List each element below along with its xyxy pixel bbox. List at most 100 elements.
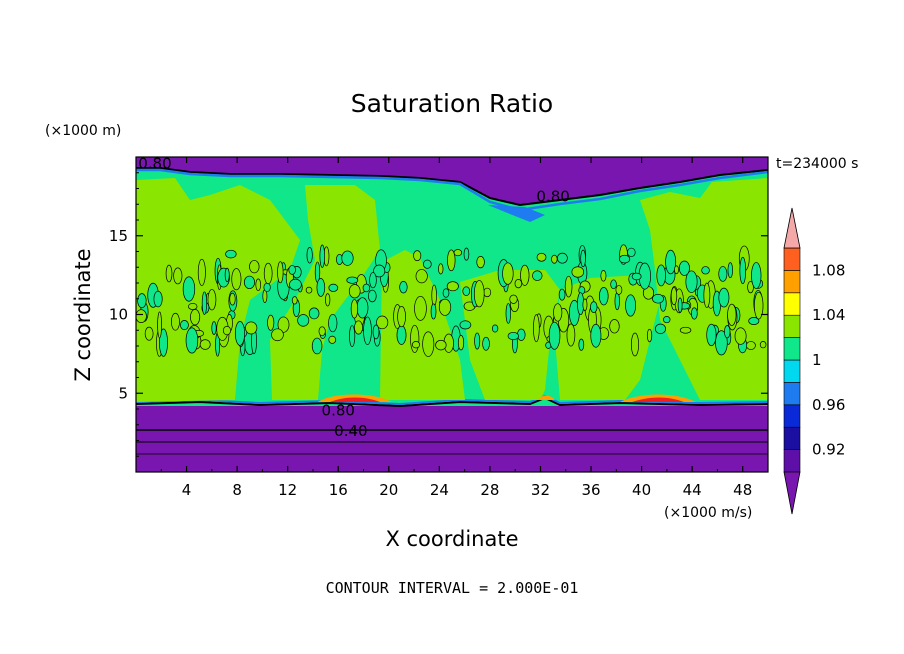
turbulent-eddy <box>430 303 437 320</box>
turbulent-eddy <box>701 266 710 275</box>
turbulent-eddy <box>600 270 607 282</box>
turbulent-eddy <box>410 324 420 353</box>
turbulent-eddy <box>578 338 585 351</box>
turbulent-eddy <box>631 272 642 281</box>
turbulent-eddy <box>665 249 677 275</box>
turbulent-eddy <box>288 265 296 275</box>
turbulent-eddy <box>199 339 211 350</box>
x-tick-label: 20 <box>379 481 398 499</box>
supersaturated-patch-core <box>330 397 380 402</box>
turbulent-eddy <box>182 276 196 302</box>
turbulent-eddy <box>724 325 731 339</box>
turbulent-eddy <box>759 341 767 349</box>
turbulent-eddy <box>328 313 338 333</box>
x-tick-label: 40 <box>632 481 651 499</box>
turbulent-eddy <box>462 286 471 296</box>
turbulent-eddy <box>520 264 530 286</box>
turbulent-eddy <box>507 331 519 341</box>
turbulent-eddy <box>249 260 260 274</box>
colorbar-swatch <box>783 359 801 383</box>
chart-title: Saturation Ratio <box>351 89 553 118</box>
turbulent-eddy <box>509 294 518 304</box>
turbulent-eddy <box>165 264 173 283</box>
turbulent-eddy <box>483 287 492 298</box>
cloud-region <box>158 205 182 230</box>
turbulent-eddy <box>557 252 568 264</box>
turbulent-eddy <box>453 249 463 257</box>
turbulent-eddy <box>627 247 636 257</box>
turbulent-eddy <box>703 282 711 308</box>
turbulent-eddy <box>656 264 666 287</box>
colorbar-tick-label: 1 <box>812 351 822 369</box>
turbulent-eddy <box>598 287 609 306</box>
turbulent-eddy <box>558 288 566 301</box>
turbulent-eddy <box>505 303 512 324</box>
upper-boundary-contour <box>136 167 768 207</box>
turbulent-eddy <box>354 320 363 335</box>
turbulent-eddy <box>739 256 747 285</box>
turbulent-eddy <box>372 324 380 340</box>
turbulent-eddy <box>153 290 163 308</box>
turbulent-eddy <box>690 307 698 320</box>
x-tick-label: 4 <box>182 481 192 499</box>
turbulent-eddy <box>727 262 733 279</box>
turbulent-eddy <box>502 262 514 285</box>
turbulent-eddy <box>277 316 290 333</box>
colorbar-tick-label: 1.04 <box>812 306 845 324</box>
turbulent-eddy <box>413 250 422 262</box>
turbulent-eddy <box>747 281 754 294</box>
turbulent-eddy <box>348 284 361 299</box>
colorbar-swatch <box>783 292 801 316</box>
turbulent-eddy <box>655 323 666 335</box>
turbulent-eddy <box>748 317 760 325</box>
turbulent-eddy <box>652 293 664 304</box>
turbulent-eddy <box>438 263 444 275</box>
turbulent-eddy <box>727 303 737 326</box>
turbulent-eddy <box>397 306 406 328</box>
turbulent-eddy <box>580 249 586 268</box>
turbulent-eddy <box>201 291 208 315</box>
turbulent-eddy <box>491 324 499 333</box>
turbulent-eddy <box>442 288 450 298</box>
x-tick-label: 12 <box>278 481 297 499</box>
turbulent-eddy <box>447 249 456 272</box>
turbulent-eddy <box>670 287 678 306</box>
turbulent-eddy <box>137 293 147 309</box>
upper-boundary-blue <box>136 168 768 212</box>
colorbar-under-arrow <box>783 471 801 515</box>
turbulent-eddy <box>297 314 310 327</box>
turbulent-eddy <box>590 301 598 313</box>
turbulent-eddy <box>306 247 313 264</box>
turbulent-contours <box>136 244 767 357</box>
turbulent-eddy <box>349 325 356 348</box>
turbulent-eddy <box>170 312 180 331</box>
turbulent-eddy <box>746 341 756 350</box>
contour-label: 0.80 <box>138 154 171 172</box>
cloud-region <box>270 185 380 400</box>
turbulent-eddy <box>734 327 747 345</box>
x-tick-label: 8 <box>232 481 242 499</box>
x-tick-label: 32 <box>531 481 550 499</box>
turbulent-eddy <box>533 314 540 343</box>
turbulent-eddy <box>718 266 728 282</box>
turbulent-eddy <box>311 337 323 355</box>
turbulent-eddy <box>674 265 679 275</box>
turbulent-eddy <box>289 278 302 291</box>
colorbar-swatch <box>783 337 801 361</box>
turbulent-eddy <box>566 323 576 347</box>
turbulent-eddy <box>446 281 459 292</box>
turbulent-eddy <box>532 270 543 281</box>
turbulent-eddy <box>685 270 698 294</box>
colorbar-swatch <box>783 382 801 406</box>
turbulent-eddy <box>411 341 421 349</box>
turbulent-eddy <box>630 332 639 357</box>
turbulent-eddy <box>318 326 326 337</box>
turbulent-eddy <box>663 316 671 324</box>
turbulent-eddy <box>553 303 563 322</box>
supersaturated-patch <box>538 395 555 400</box>
turbulent-eddy <box>197 258 206 286</box>
turbulent-eddy <box>207 289 217 311</box>
x-units-label: (×1000 m/s) <box>664 505 752 521</box>
time-label: t=234000 s <box>776 156 858 172</box>
